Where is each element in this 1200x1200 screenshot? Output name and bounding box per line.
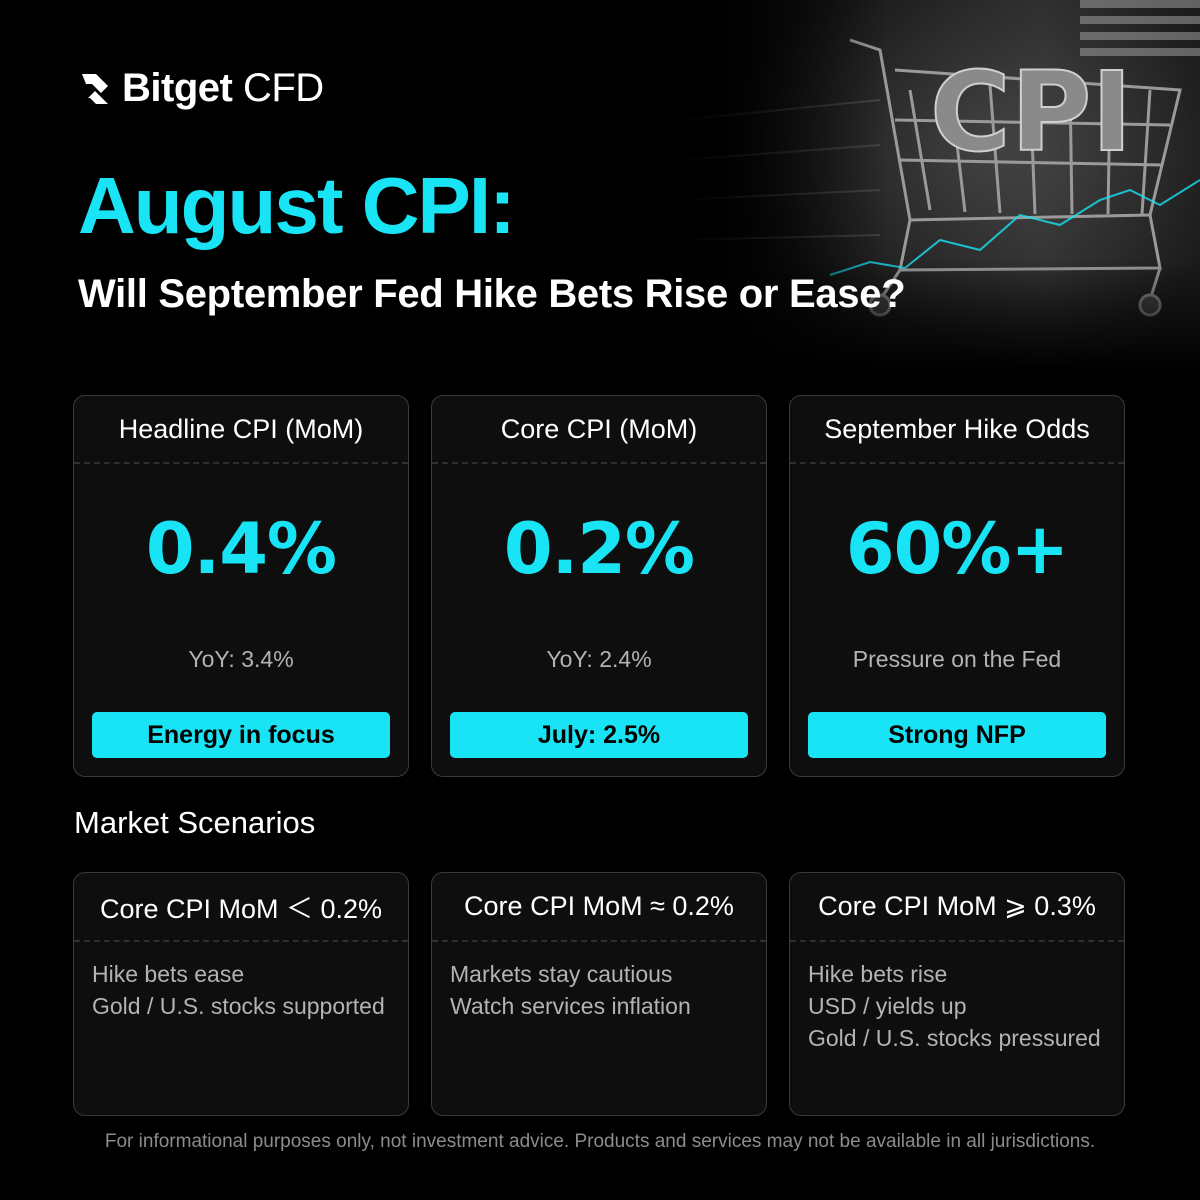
disclaimer: For informational purposes only, not inv… <box>104 1131 1096 1152</box>
scenario-line: Markets stay cautious <box>450 961 673 987</box>
hero-cart-image: CPI <box>680 0 1200 370</box>
stat-card-detail: Pressure on the Fed <box>852 646 1062 672</box>
scenario-line: Gold / U.S. stocks pressured <box>808 1025 1101 1051</box>
stat-card-tag: Strong NFP <box>808 712 1106 758</box>
stat-card-heading: Headline CPI (MoM) <box>74 396 408 464</box>
brand-name-bold: Bitget <box>122 66 233 110</box>
stat-card-detail: YoY: 3.4% <box>188 646 294 672</box>
bitget-arrow-icon <box>82 73 108 104</box>
scenario-line: Hike bets rise <box>808 961 948 987</box>
brand-name: Bitget CFD <box>122 66 324 111</box>
hero-cpi-text: CPI <box>930 48 1132 176</box>
stat-card-value: 60%+ <box>845 508 1069 590</box>
scenario-card-body: Hike bets rise USD / yields up Gold / U.… <box>790 942 1124 1054</box>
stat-card-value: 0.4% <box>145 508 337 590</box>
stat-card-detail: YoY: 2.4% <box>546 646 652 672</box>
scenario-card-body: Hike bets ease Gold / U.S. stocks suppor… <box>74 942 408 1022</box>
page-subtitle: Will September Fed Hike Bets Rise or Eas… <box>78 272 906 316</box>
scenario-card-heading: Core CPI MoM ⩾ 0.3% <box>790 873 1124 942</box>
scenario-card-above: Core CPI MoM ⩾ 0.3% Hike bets rise USD /… <box>789 872 1125 1116</box>
stat-card-hike-odds: September Hike Odds 60%+ Pressure on the… <box>789 395 1125 777</box>
scenario-card-below: Core CPI MoM ＜ 0.2% Hike bets ease Gold … <box>73 872 409 1116</box>
scenario-line: USD / yields up <box>808 993 967 1019</box>
scenario-card-equal: Core CPI MoM ≈ 0.2% Markets stay cautiou… <box>431 872 767 1116</box>
brand-name-light: CFD <box>242 66 324 110</box>
brand-logo: Bitget CFD <box>78 66 324 111</box>
scenarios-title: Market Scenarios <box>74 805 316 840</box>
stat-card-headline-cpi: Headline CPI (MoM) 0.4% YoY: 3.4% Energy… <box>73 395 409 777</box>
scenario-line: Watch services inflation <box>450 993 691 1019</box>
stat-card-heading: Core CPI (MoM) <box>432 396 766 464</box>
stat-card-heading: September Hike Odds <box>790 396 1124 464</box>
scenario-line: Hike bets ease <box>92 961 245 987</box>
scenario-card-heading: Core CPI MoM ≈ 0.2% <box>432 873 766 942</box>
stat-card-core-cpi: Core CPI (MoM) 0.2% YoY: 2.4% July: 2.5% <box>431 395 767 777</box>
stat-card-tag: Energy in focus <box>92 712 390 758</box>
scenario-card-heading: Core CPI MoM ＜ 0.2% <box>74 873 408 942</box>
scenario-line: Gold / U.S. stocks supported <box>92 993 385 1019</box>
stat-card-tag: July: 2.5% <box>450 712 748 758</box>
stat-card-value: 0.2% <box>503 508 695 590</box>
page-title: August CPI: <box>78 161 516 250</box>
scenario-card-body: Markets stay cautious Watch services inf… <box>432 942 766 1022</box>
